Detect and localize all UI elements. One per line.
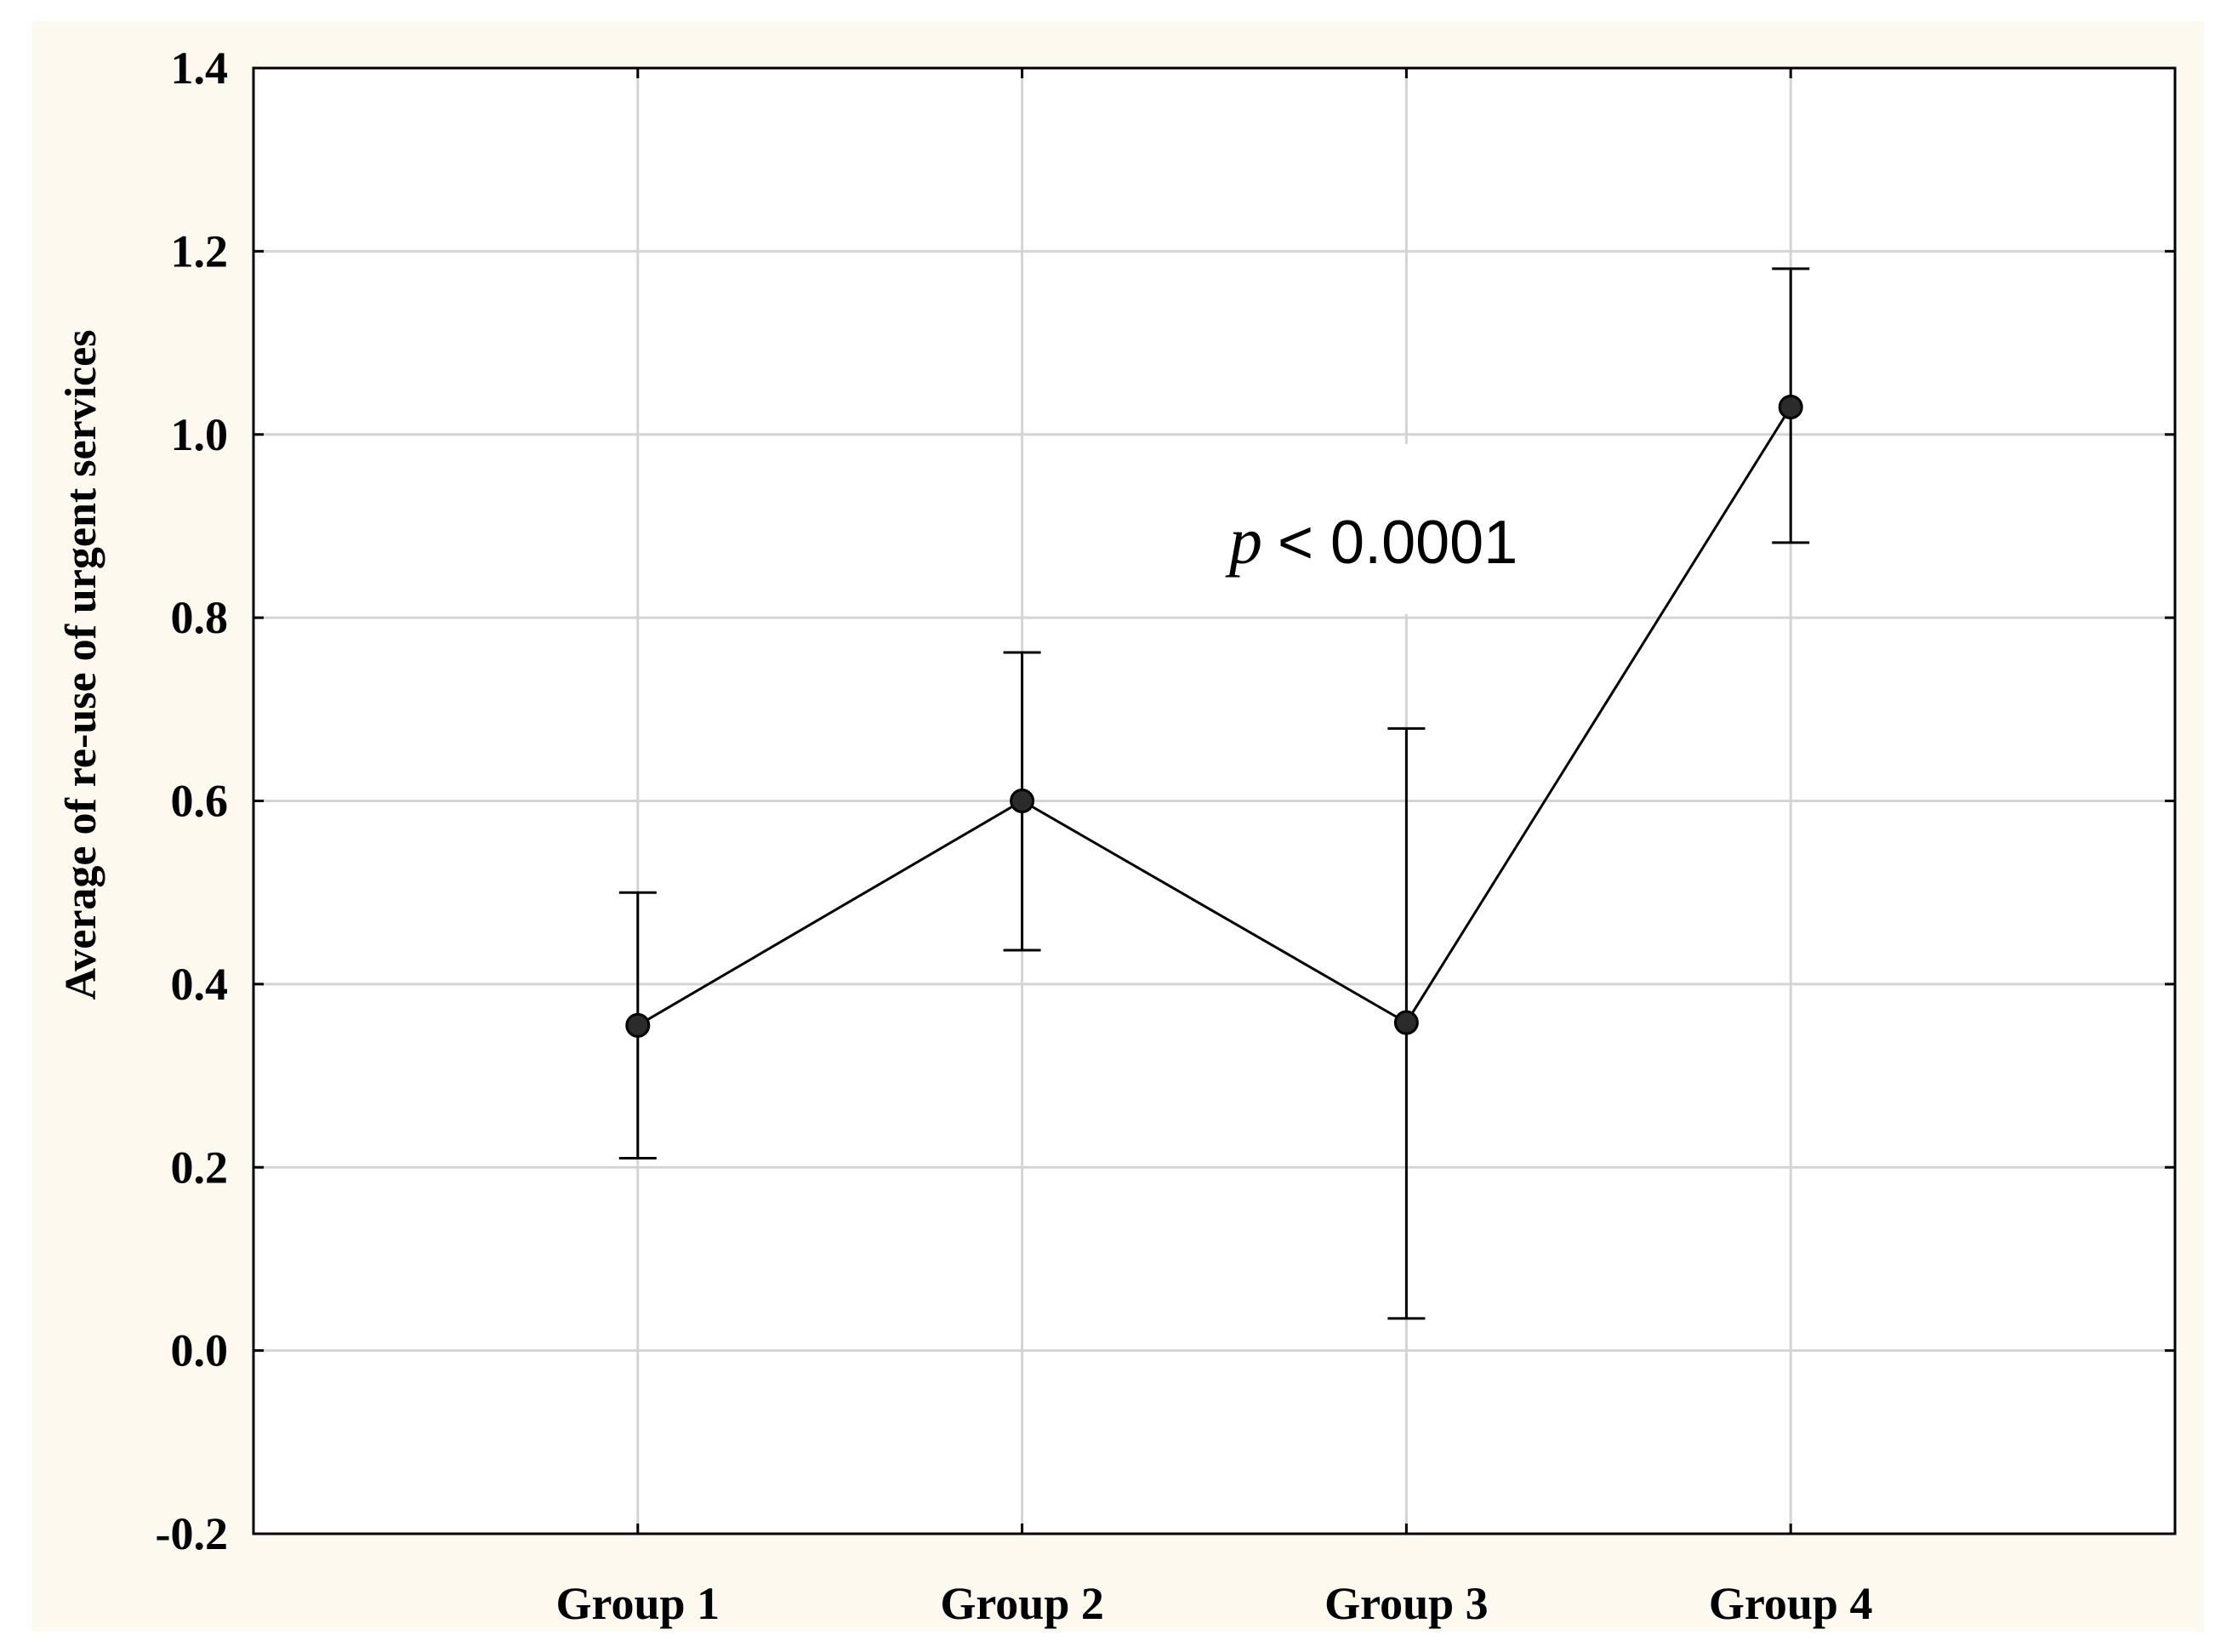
x-tick-labels: Group 1 Group 2 Group 3 Group 4: [556, 1578, 1873, 1629]
data-points: [625, 394, 1803, 1038]
y-axis-title: Average of re-use of urgent services: [57, 330, 105, 1000]
grid-lines: [253, 68, 2175, 1534]
y-tick-label: 1.2: [171, 225, 229, 276]
y-tick-label: 0.8: [171, 592, 229, 643]
x-tick-label: Group 3: [1324, 1578, 1489, 1629]
y-tick-label: 0.4: [171, 959, 229, 1010]
y-tick-label: 0.2: [171, 1142, 229, 1193]
y-tick-label: -0.2: [156, 1508, 228, 1559]
data-point: [1778, 394, 1803, 419]
series-line: [637, 406, 1792, 1027]
x-tick-label: Group 4: [1709, 1578, 1873, 1629]
data-point: [625, 1012, 651, 1038]
y-tick-label: 0.0: [171, 1325, 229, 1376]
y-tick-label: 1.0: [171, 409, 229, 460]
x-tick-label: Group 2: [940, 1578, 1104, 1629]
p-value-annotation: p < 0.0001: [1225, 504, 1517, 578]
data-point: [1010, 789, 1035, 813]
p-value-text: < 0.0001: [1278, 509, 1517, 577]
p-symbol: p: [1225, 504, 1262, 578]
annotation-backdrop: [1212, 444, 1578, 614]
x-tick-label: Group 1: [556, 1578, 720, 1629]
y-tick-label: 1.4: [171, 43, 229, 94]
axis-ticks: [253, 66, 2175, 1535]
data-point: [1393, 1010, 1419, 1035]
y-tick-label: 0.6: [171, 776, 229, 827]
series-polyline: [637, 406, 1792, 1027]
y-tick-labels: 1.4 1.2 1.0 0.8 0.6 0.4 0.2 0.0 -0.2: [156, 43, 228, 1559]
